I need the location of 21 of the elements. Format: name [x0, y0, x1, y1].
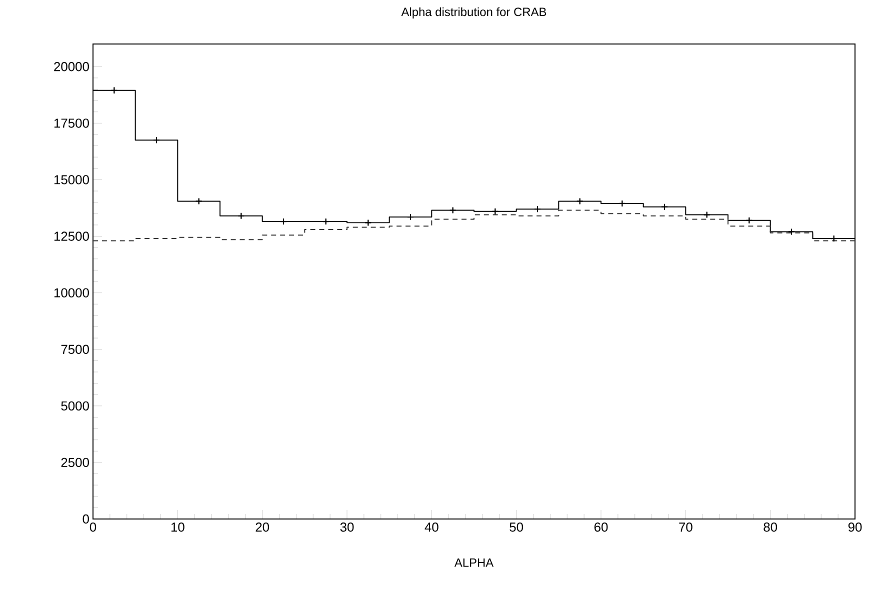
x-axis-title: ALPHA [454, 558, 494, 567]
x-tick-label: 10 [171, 522, 184, 532]
x-tick-label: 30 [340, 522, 354, 532]
x-tick-label: 50 [510, 522, 524, 532]
y-tick-label: 10000 [54, 288, 89, 298]
y-tick-label: 0 [82, 514, 89, 524]
y-tick-label: 7500 [61, 344, 89, 354]
x-tick-label: 70 [679, 522, 692, 532]
chart-title: Alpha distribution for CRAB [401, 7, 546, 18]
x-tick-label: 0 [90, 522, 96, 532]
x-tick-label: 20 [256, 522, 270, 532]
x-tick-label: 60 [594, 522, 608, 532]
x-tick-label: 90 [848, 522, 862, 532]
x-tick-label: 80 [764, 522, 778, 532]
y-tick-label: 20000 [54, 62, 89, 72]
x-tick-label: 40 [424, 522, 438, 532]
y-tick-label: 15000 [54, 175, 89, 184]
y-tick-label: 17500 [54, 118, 89, 128]
y-tick-label: 12500 [54, 232, 89, 241]
y-tick-label: 2500 [61, 458, 89, 468]
y-tick-label: 5000 [61, 401, 89, 410]
